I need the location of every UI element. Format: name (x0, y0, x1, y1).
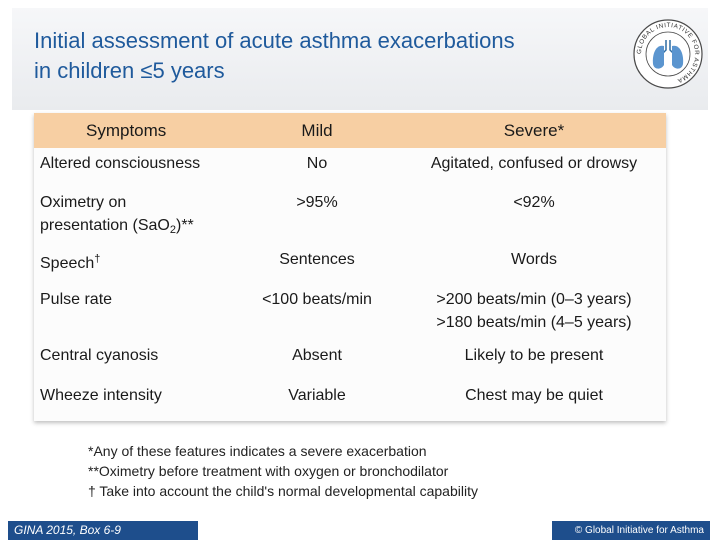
row-symptom: Oximetry on presentation (SaO2)** (40, 191, 194, 242)
row-mild: <100 beats/min (262, 291, 372, 308)
row-severe: Likely to be present (464, 347, 604, 364)
row-mild: Sentences (279, 251, 355, 268)
row-symptom-line-1: Oximetry on (40, 194, 127, 211)
footnote-severe: *Any of these features indicates a sever… (88, 443, 427, 459)
row-symptom: Altered consciousness (40, 155, 201, 172)
row-symptom: Wheeze intensity (40, 387, 162, 404)
row-mild: >95% (296, 194, 338, 211)
footnote-oximetry: **Oximetry before treatment with oxygen … (88, 463, 449, 479)
row-severe: <92% (513, 194, 555, 211)
row-severe: Words (511, 251, 557, 268)
row-severe-line-1: >200 beats/min (0–3 years) (436, 291, 632, 308)
lungs-logo-icon: GLOBAL INITIATIVE FOR ASTHMA (633, 19, 703, 89)
row-mild: Absent (292, 347, 342, 364)
row-symptom: Speech† (40, 248, 100, 275)
footnotes: *Any of these features indicates a sever… (88, 441, 608, 501)
slide-title: Initial assessment of acute asthma exace… (34, 26, 634, 86)
footnote-mark: † (94, 253, 101, 265)
row-severe: Chest may be quiet (465, 387, 603, 404)
row-mild: Variable (288, 387, 346, 404)
footer-copyright: © Global Initiative for Asthma (552, 521, 710, 540)
row-mild: No (306, 155, 328, 172)
row-severe: >200 beats/min (0–3 years) >180 beats/mi… (414, 288, 654, 334)
row-symptom: Pulse rate (40, 291, 113, 308)
title-line-1: Initial assessment of acute asthma exace… (34, 28, 515, 53)
symptom-suffix: )** (175, 217, 194, 234)
column-header-severe: Severe* (503, 121, 565, 140)
symptom-text: presentation (SaO (40, 217, 170, 234)
footnote-development: † Take into account the child's normal d… (88, 483, 478, 499)
footer-source: GINA 2015, Box 6-9 (8, 521, 198, 540)
row-symptom: Central cyanosis (40, 347, 159, 364)
row-symptom-line-2: presentation (SaO2)** (40, 214, 194, 242)
subscript: 2 (169, 224, 176, 236)
table-header-row: Symptoms Mild Severe* (34, 113, 666, 148)
title-line-2: in children ≤5 years (34, 58, 225, 83)
row-severe: Agitated, confused or drowsy (430, 155, 638, 172)
row-severe-line-2: >180 beats/min (4–5 years) (436, 314, 632, 331)
slide-header: Initial assessment of acute asthma exace… (12, 8, 708, 110)
column-header-symptoms: Symptoms (86, 121, 167, 140)
assessment-table: Symptoms Mild Severe* Altered consciousn… (34, 113, 666, 421)
gina-logo: GLOBAL INITIATIVE FOR ASTHMA (628, 14, 708, 94)
column-header-mild: Mild (301, 121, 333, 140)
symptom-text: Speech (40, 255, 95, 272)
